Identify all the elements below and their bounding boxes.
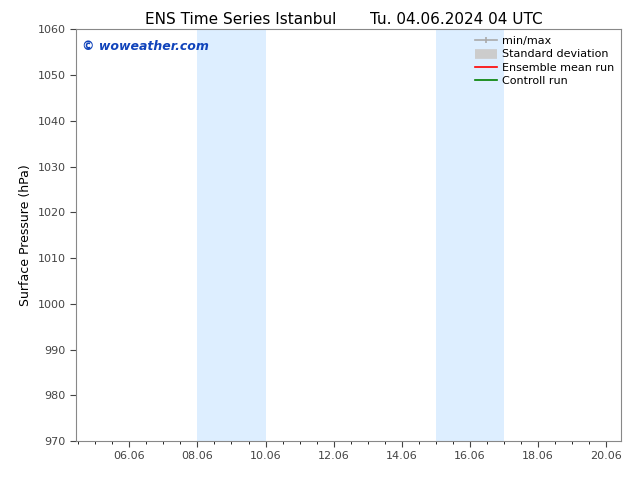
Text: Tu. 04.06.2024 04 UTC: Tu. 04.06.2024 04 UTC (370, 12, 543, 27)
Text: ENS Time Series Istanbul: ENS Time Series Istanbul (145, 12, 337, 27)
Text: © woweather.com: © woweather.com (82, 40, 209, 53)
Bar (436, 29, 504, 441)
Legend: min/max, Standard deviation, Ensemble mean run, Controll run: min/max, Standard deviation, Ensemble me… (470, 32, 619, 91)
Y-axis label: Surface Pressure (hPa): Surface Pressure (hPa) (19, 164, 32, 306)
Bar (197, 29, 266, 441)
